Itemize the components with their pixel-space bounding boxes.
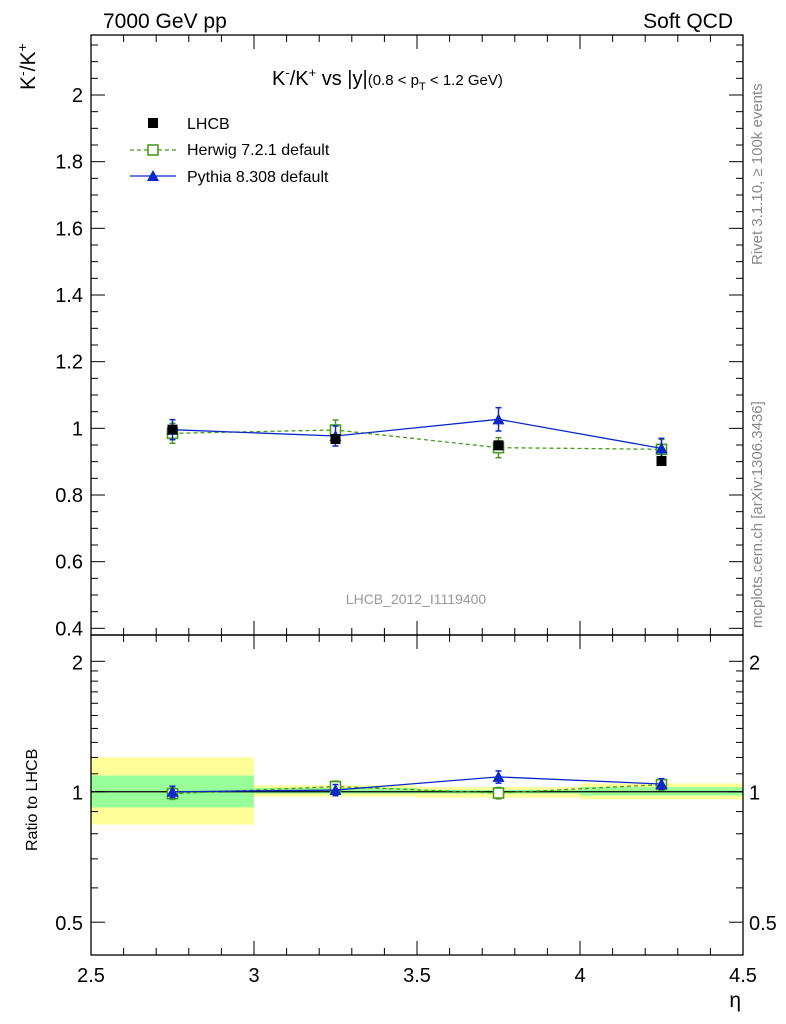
ratio-y-tick-label-right: 2 — [749, 652, 760, 674]
title-cut-close: < 1.2 GeV) — [426, 72, 503, 89]
lhcb-point — [493, 440, 504, 451]
ratio-pythia-point — [329, 784, 342, 796]
rivet-label: Rivet 3.1.10, ≥ 100k events — [749, 83, 766, 265]
ratio-series-layer — [166, 770, 668, 801]
legend-marker-herwig — [147, 144, 159, 156]
main-ylabel: K-/K+ — [14, 43, 40, 90]
legend-entry-lhcb: LHCB — [148, 116, 230, 133]
y-tick-label: 0.4 — [55, 618, 83, 640]
ratio-y-tick-label-left: 2 — [72, 652, 83, 674]
main-series-layer — [166, 406, 668, 466]
ratio-axis-ticks: 0.5 0.5 1 1 2 2 2.5 3 3.5 4 4.5 — [55, 635, 777, 987]
ylabel-k: K — [17, 76, 40, 90]
legend-label-herwig: Herwig 7.2.1 default — [187, 142, 330, 159]
title-cut-open: (0.8 < p — [368, 72, 419, 89]
lhcb-point — [167, 424, 178, 435]
legend-marker-pythia — [147, 170, 159, 181]
title-vs: vs |y| — [316, 68, 368, 90]
title-slash-k: /K — [290, 68, 310, 90]
pythia-point — [655, 442, 668, 454]
ratio-y-tick-label-right: 0.5 — [749, 913, 777, 935]
herwig-line — [172, 429, 662, 450]
analysis-watermark: LHCB_2012_I1119400 — [346, 591, 487, 607]
x-tick-label: 4.5 — [729, 965, 757, 987]
header-category: Soft QCD — [643, 10, 733, 33]
ylabel-sup-plus: + — [14, 43, 30, 51]
legend-label-lhcb: LHCB — [187, 116, 230, 133]
ratio-y-tick-label-left: 1 — [72, 783, 83, 805]
ratio-panel-frame — [90, 634, 744, 956]
title-sup-minus: - — [285, 65, 289, 80]
lhcb-point — [656, 456, 667, 466]
x-tick-label: 4 — [574, 965, 585, 987]
x-tick-label: 2.5 — [77, 965, 105, 987]
ratio-pythia-point — [492, 770, 505, 782]
mcplots-label: mcplots.cern.ch [arXiv:1306.3436] — [749, 401, 766, 628]
pythia-line — [172, 418, 662, 449]
legend-label-pythia: Pythia 8.308 default — [187, 169, 329, 186]
xlabel: η — [729, 989, 741, 1012]
ratio-y-tick-label-right: 1 — [749, 783, 760, 805]
legend-entry-pythia: Pythia 8.308 default — [130, 169, 329, 186]
y-tick-label: 0.6 — [55, 552, 83, 574]
ylabel-sup-minus: - — [14, 71, 30, 76]
title-sup-plus: + — [309, 65, 317, 80]
legend: LHCB Herwig 7.2.1 default Pythia 8.308 d… — [130, 116, 330, 186]
y-tick-label: 1.2 — [55, 352, 83, 374]
ratio-pythia-point — [655, 778, 668, 790]
y-tick-label: 2 — [72, 85, 83, 107]
y-tick-label: 1 — [72, 418, 83, 440]
pythia-point — [492, 413, 505, 425]
ratio-herwig-line — [172, 783, 662, 795]
lhcb-point — [330, 434, 341, 444]
title-cut-sub: T — [419, 81, 426, 93]
main-axis-ticks: 0.4 0.6 0.8 1 1.2 1.4 1.6 1.8 2 — [55, 35, 744, 640]
ratio-y-tick-label-left: 0.5 — [55, 913, 83, 935]
ratio-ylabel: Ratio to LHCB — [24, 749, 41, 851]
header-energy: 7000 GeV pp — [103, 10, 227, 33]
title-k: K — [272, 68, 286, 90]
x-tick-label: 3 — [248, 965, 259, 987]
y-tick-label: 1.8 — [55, 152, 83, 174]
main-title: K-/K+ vs |y|(0.8 < pT < 1.2 GeV) — [272, 65, 503, 93]
ratio-herwig-point — [492, 787, 505, 799]
legend-entry-herwig: Herwig 7.2.1 default — [130, 142, 330, 159]
y-tick-label: 1.6 — [55, 218, 83, 240]
y-tick-label: 1.4 — [55, 285, 83, 307]
y-tick-label: 0.8 — [55, 485, 83, 507]
ratio-pythia-line — [172, 776, 662, 793]
ratio-pythia-point — [166, 785, 179, 797]
legend-marker-lhcb — [148, 118, 158, 128]
x-tick-label: 3.5 — [403, 965, 431, 987]
ylabel-slash-k: /K — [17, 51, 40, 71]
